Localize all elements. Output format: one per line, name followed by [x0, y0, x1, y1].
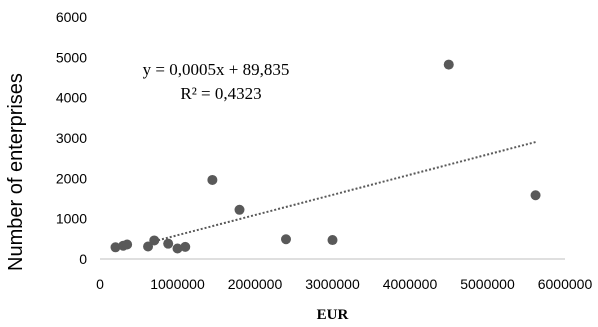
- y-tick-label: 5000: [56, 49, 87, 65]
- data-point: [110, 242, 121, 253]
- data-point: [234, 204, 245, 215]
- x-tick-label: 5000000: [460, 276, 515, 292]
- y-tick-label: 2000: [56, 170, 87, 186]
- data-point: [530, 190, 541, 201]
- y-tick-label: 6000: [56, 9, 87, 25]
- data-points: [110, 59, 541, 254]
- data-point: [122, 239, 133, 250]
- data-point: [180, 241, 191, 252]
- x-tick-label: 6000000: [538, 276, 593, 292]
- y-tick-label: 4000: [56, 90, 87, 106]
- data-point: [207, 174, 218, 185]
- data-point: [443, 59, 454, 70]
- x-tick-label: 0: [96, 276, 104, 292]
- x-axis-ticks: 0 1000000 2000000 3000000 4000000 5000000 6000…: [96, 276, 592, 292]
- trendline-equation: y = 0,0005x + 89,835: [143, 60, 290, 79]
- x-axis-label: EUR: [317, 307, 349, 323]
- y-axis-label: Number of enterprises: [5, 73, 27, 271]
- x-tick-label: 2000000: [228, 276, 283, 292]
- x-tick-label: 3000000: [305, 276, 360, 292]
- x-tick-label: 4000000: [383, 276, 438, 292]
- data-point: [163, 238, 174, 249]
- x-tick-label: 1000000: [150, 276, 205, 292]
- y-axis-ticks: 0 1000 2000 3000 4000 5000 6000: [56, 9, 87, 267]
- trendline-group: [146, 141, 536, 245]
- trendline-r-squared: R² = 0,4323: [180, 84, 261, 103]
- data-point: [327, 235, 338, 246]
- data-point: [143, 241, 154, 252]
- y-tick-label: 1000: [56, 211, 87, 227]
- trendline: [146, 141, 536, 245]
- data-point: [281, 234, 291, 245]
- y-tick-label: 0: [79, 251, 87, 267]
- y-tick-label: 3000: [56, 130, 87, 146]
- data-point: [149, 235, 160, 246]
- data-point: [172, 243, 183, 254]
